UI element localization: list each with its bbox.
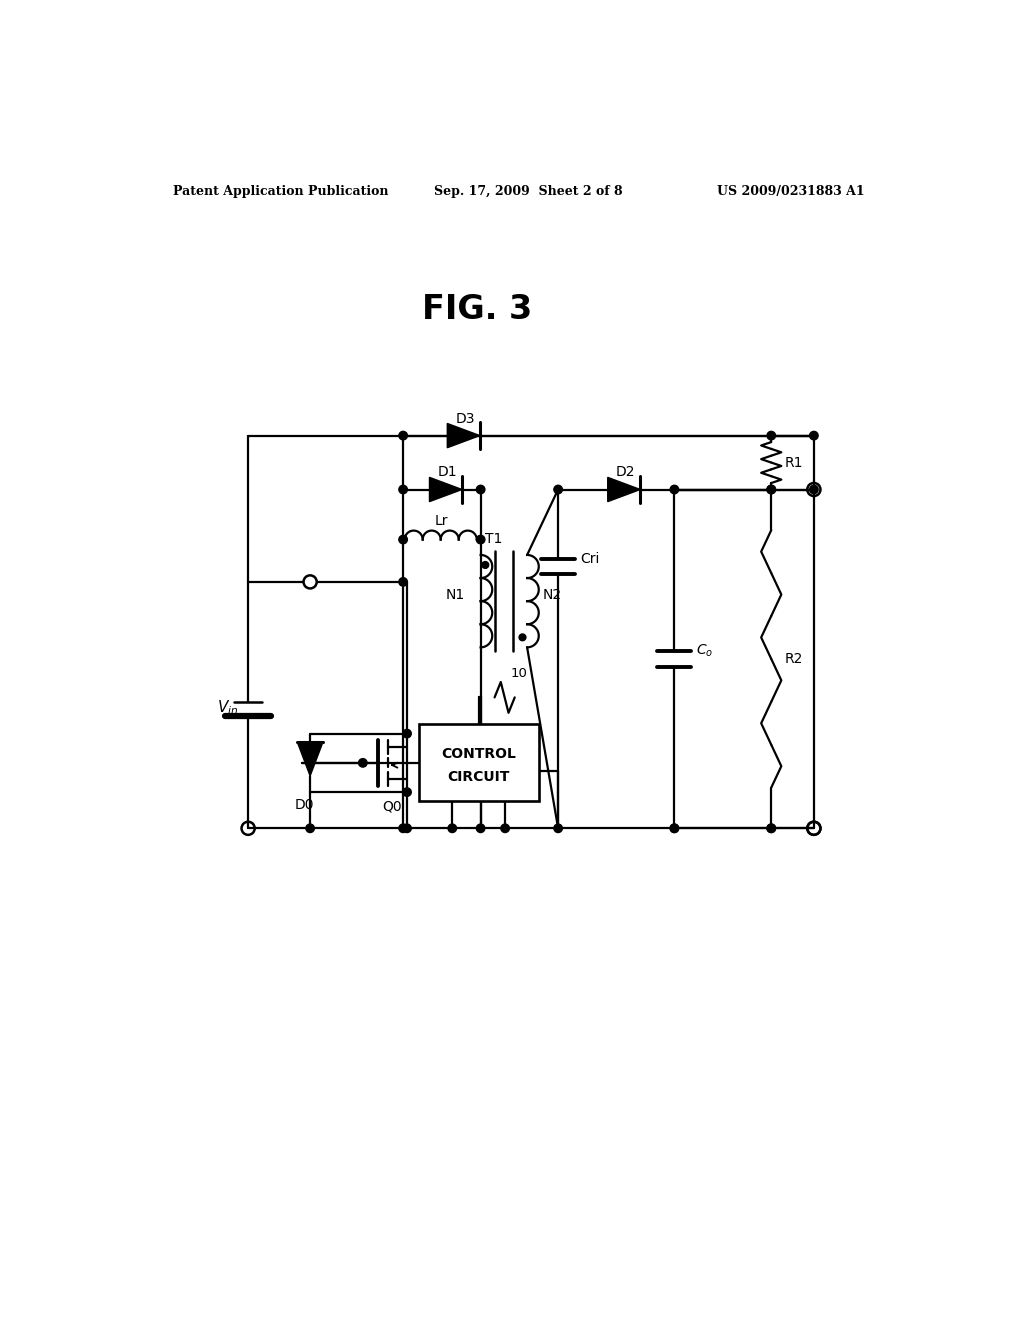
Circle shape xyxy=(554,486,562,494)
Text: $V_{in}$: $V_{in}$ xyxy=(217,698,239,717)
Text: R2: R2 xyxy=(784,652,803,665)
Text: $C_o$: $C_o$ xyxy=(696,643,714,660)
Text: N1: N1 xyxy=(445,587,465,602)
Text: D3: D3 xyxy=(456,412,475,425)
Text: Sep. 17, 2009  Sheet 2 of 8: Sep. 17, 2009 Sheet 2 of 8 xyxy=(434,185,623,198)
Circle shape xyxy=(501,824,509,833)
Text: D2: D2 xyxy=(615,466,635,479)
Circle shape xyxy=(767,432,775,440)
Polygon shape xyxy=(297,742,323,776)
Circle shape xyxy=(399,486,408,494)
Circle shape xyxy=(399,536,408,544)
Text: D0: D0 xyxy=(294,797,313,812)
Circle shape xyxy=(402,824,412,833)
Polygon shape xyxy=(607,478,640,502)
Text: 10: 10 xyxy=(510,668,527,681)
Text: T1: T1 xyxy=(485,532,503,545)
FancyBboxPatch shape xyxy=(419,725,539,801)
Text: R1: R1 xyxy=(784,455,803,470)
Circle shape xyxy=(358,759,367,767)
Circle shape xyxy=(399,432,408,440)
Text: CIRCUIT: CIRCUIT xyxy=(447,770,510,784)
Circle shape xyxy=(767,486,775,494)
Circle shape xyxy=(476,486,485,494)
Circle shape xyxy=(402,788,412,796)
Circle shape xyxy=(670,486,679,494)
Text: N2: N2 xyxy=(543,587,562,602)
Polygon shape xyxy=(429,478,462,502)
Circle shape xyxy=(482,561,488,569)
Text: Cri: Cri xyxy=(580,552,599,566)
Circle shape xyxy=(767,486,775,494)
Circle shape xyxy=(519,634,526,640)
Circle shape xyxy=(670,824,679,833)
Circle shape xyxy=(767,824,775,833)
Text: FIG. 3: FIG. 3 xyxy=(423,293,532,326)
Circle shape xyxy=(810,432,818,440)
Text: D1: D1 xyxy=(437,466,457,479)
Circle shape xyxy=(810,486,818,494)
Text: Q0: Q0 xyxy=(382,800,402,814)
Circle shape xyxy=(767,824,775,833)
Text: Lr: Lr xyxy=(435,513,449,528)
Text: CONTROL: CONTROL xyxy=(441,747,516,760)
Polygon shape xyxy=(447,424,480,447)
Text: US 2009/0231883 A1: US 2009/0231883 A1 xyxy=(717,185,864,198)
Circle shape xyxy=(670,824,679,833)
Circle shape xyxy=(306,824,314,833)
Circle shape xyxy=(476,536,485,544)
Circle shape xyxy=(399,578,408,586)
Circle shape xyxy=(554,824,562,833)
Circle shape xyxy=(402,730,412,738)
Circle shape xyxy=(399,824,408,833)
Text: Patent Application Publication: Patent Application Publication xyxy=(173,185,388,198)
Circle shape xyxy=(447,824,457,833)
Circle shape xyxy=(476,824,485,833)
